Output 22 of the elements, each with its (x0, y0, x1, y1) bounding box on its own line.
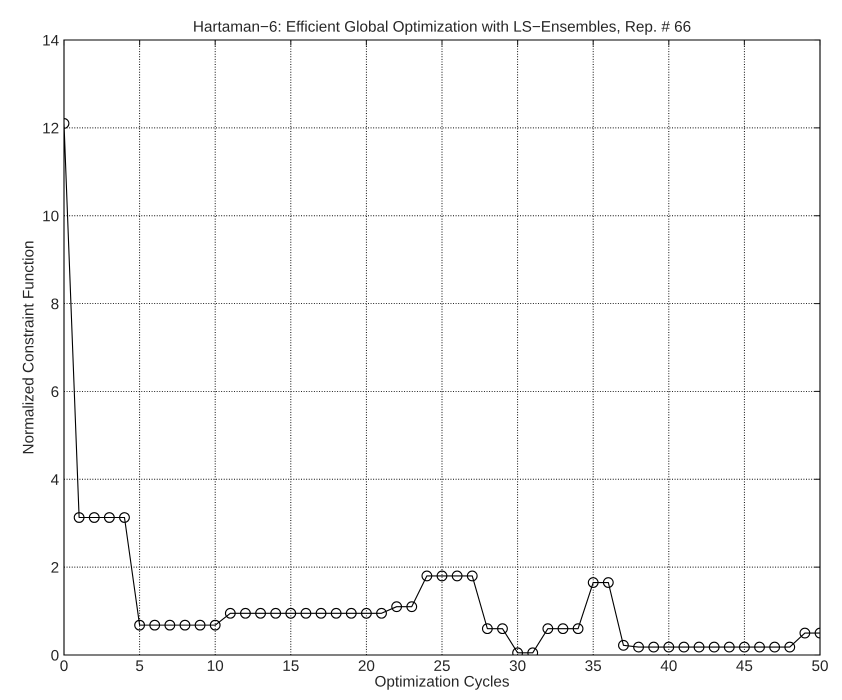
x-tick-label: 40 (660, 660, 677, 672)
y-tick-label: 12 (43, 122, 58, 134)
x-tick-label: 30 (510, 660, 526, 672)
x-tick-label: 50 (812, 660, 828, 672)
x-tick-label: 10 (208, 660, 224, 672)
y-tick-label: 0 (51, 650, 59, 661)
x-axis-title: Optimization Cycles (375, 675, 509, 690)
x-tick-label: 20 (358, 660, 374, 672)
x-tick-label: 0 (60, 660, 68, 672)
y-tick-label: 4 (50, 474, 59, 485)
y-tick-label: 8 (51, 298, 58, 310)
y-tick-label: 2 (51, 562, 58, 573)
x-tick-label: 25 (434, 660, 450, 672)
chart-title: Hartaman−6: Efficient Global Optimization with LS−Ensembles, Rep. # 66 (194, 20, 690, 35)
x-tick-label: 15 (283, 660, 299, 672)
y-axis-title: Normalized Constraint Function (22, 241, 34, 454)
x-tick-label: 35 (585, 660, 602, 672)
x-tick-label: 45 (736, 660, 752, 672)
y-tick-label: 6 (51, 386, 58, 398)
y-tick-label: 14 (43, 35, 59, 46)
x-tick-label: 5 (136, 660, 144, 672)
y-tick-label: 10 (43, 210, 59, 222)
